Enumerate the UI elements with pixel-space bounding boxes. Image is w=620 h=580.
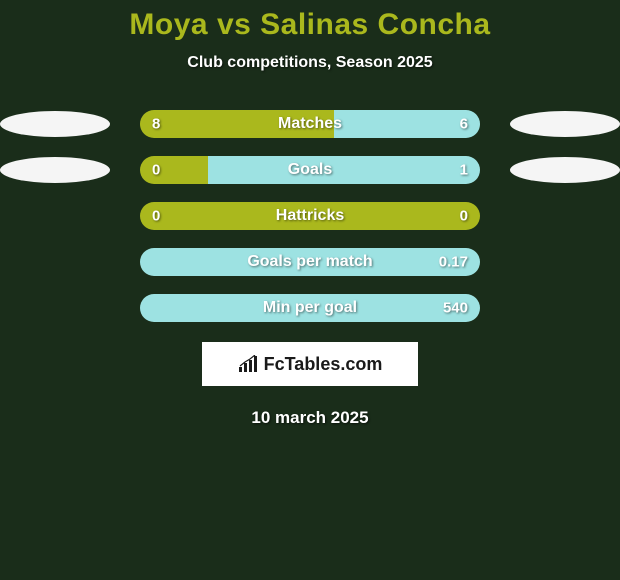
stat-bar: Hattricks 0 0 xyxy=(140,202,480,230)
comparison-infographic: Moya vs Salinas Concha Club competitions… xyxy=(0,0,620,428)
stat-value-right: 0.17 xyxy=(439,254,468,271)
stat-row: Goals 0 1 xyxy=(0,156,620,184)
bar-chart-icon xyxy=(238,355,260,373)
stat-label: Matches xyxy=(278,115,342,133)
stat-row: Goals per match 0.17 xyxy=(0,248,620,276)
stat-value-right: 0 xyxy=(460,208,468,225)
stat-bar: Matches 8 6 xyxy=(140,110,480,138)
stat-bar: Min per goal 540 xyxy=(140,294,480,322)
stat-row: Matches 8 6 xyxy=(0,110,620,138)
logo-box: FcTables.com xyxy=(202,342,418,386)
stat-label: Goals xyxy=(288,161,332,179)
stat-value-left: 8 xyxy=(152,116,160,133)
stat-label: Goals per match xyxy=(247,253,372,271)
stat-value-left: 0 xyxy=(152,162,160,179)
bar-segment-right xyxy=(334,110,480,138)
stat-bar: Goals 0 1 xyxy=(140,156,480,184)
stat-bar: Goals per match 0.17 xyxy=(140,248,480,276)
stat-value-left: 0 xyxy=(152,208,160,225)
stat-value-right: 1 xyxy=(460,162,468,179)
stats-area: Matches 8 6 Goals 0 1 Hattricks 0 0 Goals per mat… xyxy=(0,110,620,322)
stat-row: Min per goal 540 xyxy=(0,294,620,322)
page-subtitle: Club competitions, Season 2025 xyxy=(0,54,620,72)
page-title: Moya vs Salinas Concha xyxy=(0,8,620,42)
player-ellipse-left xyxy=(0,157,110,183)
player-ellipse-right xyxy=(510,111,620,137)
bar-segment-right xyxy=(208,156,480,184)
logo-text: FcTables.com xyxy=(238,354,383,375)
logo-label: FcTables.com xyxy=(264,354,383,375)
stat-value-right: 6 xyxy=(460,116,468,133)
stat-row: Hattricks 0 0 xyxy=(0,202,620,230)
stat-value-right: 540 xyxy=(443,300,468,317)
bar-segment-left xyxy=(140,156,208,184)
stat-label: Hattricks xyxy=(276,207,344,225)
date-label: 10 march 2025 xyxy=(0,408,620,428)
stat-label: Min per goal xyxy=(263,299,357,317)
player-ellipse-right xyxy=(510,157,620,183)
player-ellipse-left xyxy=(0,111,110,137)
